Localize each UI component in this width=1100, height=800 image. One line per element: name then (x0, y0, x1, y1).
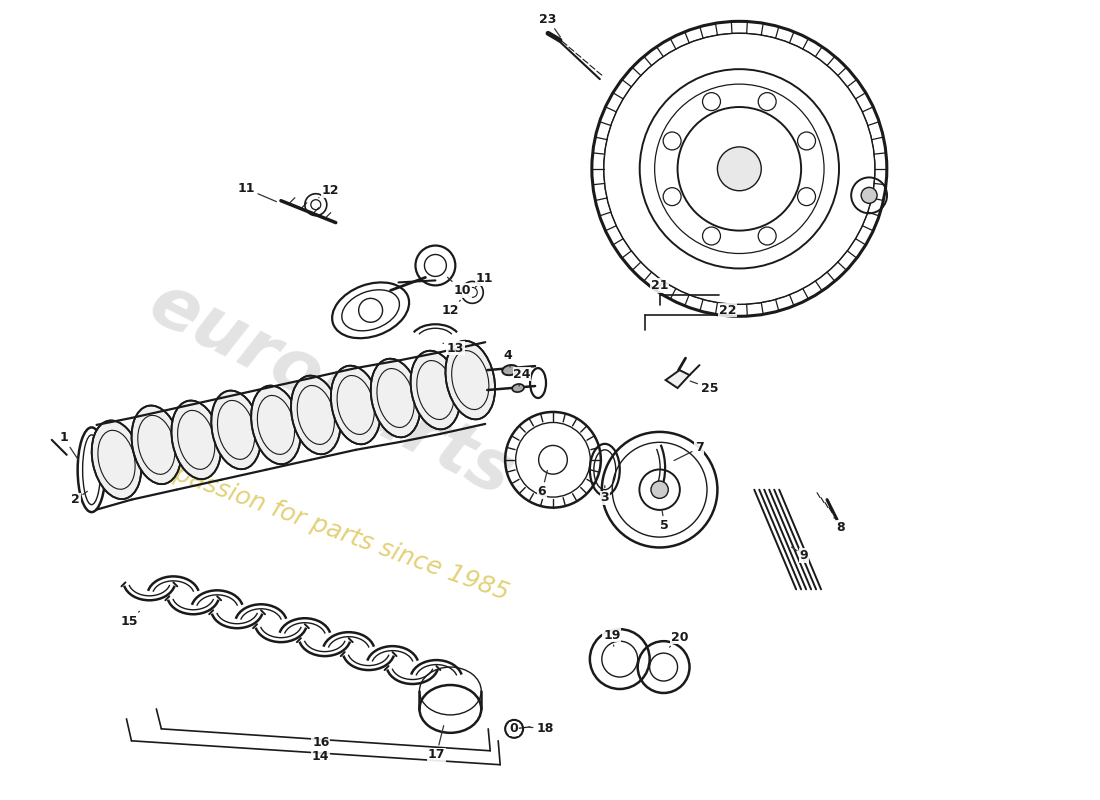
Text: 7: 7 (674, 442, 704, 461)
Text: 25: 25 (690, 381, 718, 394)
Ellipse shape (410, 350, 460, 430)
Ellipse shape (446, 341, 495, 419)
Text: 0: 0 (509, 722, 518, 735)
Text: 19: 19 (603, 629, 620, 646)
Ellipse shape (331, 366, 381, 444)
Text: 21: 21 (651, 279, 669, 292)
Text: 11: 11 (475, 272, 493, 287)
Text: 5: 5 (660, 510, 669, 532)
Text: 11: 11 (238, 182, 276, 202)
Circle shape (861, 187, 877, 203)
Text: europarts: europarts (138, 269, 525, 511)
Text: 13: 13 (443, 342, 464, 354)
Text: 6: 6 (538, 470, 548, 498)
Ellipse shape (251, 386, 300, 464)
Text: 23: 23 (539, 13, 560, 37)
Ellipse shape (371, 358, 420, 438)
Text: 15: 15 (121, 611, 140, 628)
Text: 2: 2 (72, 491, 87, 506)
Ellipse shape (172, 401, 221, 479)
Ellipse shape (91, 421, 141, 499)
Text: 4: 4 (504, 349, 513, 367)
Text: 9: 9 (792, 547, 808, 562)
Text: 24: 24 (514, 367, 531, 386)
Text: 12: 12 (319, 184, 340, 198)
Text: 3: 3 (601, 486, 609, 504)
Text: 22: 22 (718, 304, 736, 317)
Text: 12: 12 (441, 300, 460, 317)
Ellipse shape (132, 406, 182, 484)
Text: 20: 20 (670, 630, 689, 647)
Polygon shape (666, 370, 690, 388)
Ellipse shape (292, 376, 341, 454)
Circle shape (717, 147, 761, 190)
Ellipse shape (211, 390, 261, 470)
Ellipse shape (503, 365, 518, 375)
Text: 17: 17 (428, 726, 446, 762)
Text: a passion for parts since 1985: a passion for parts since 1985 (150, 454, 513, 606)
Circle shape (651, 481, 669, 498)
Text: 8: 8 (834, 518, 845, 534)
Text: 1: 1 (59, 431, 78, 459)
Text: 14: 14 (312, 750, 330, 763)
Text: 16: 16 (312, 736, 330, 750)
Text: 10: 10 (448, 278, 471, 297)
Text: 18: 18 (529, 722, 553, 735)
Ellipse shape (513, 384, 524, 392)
